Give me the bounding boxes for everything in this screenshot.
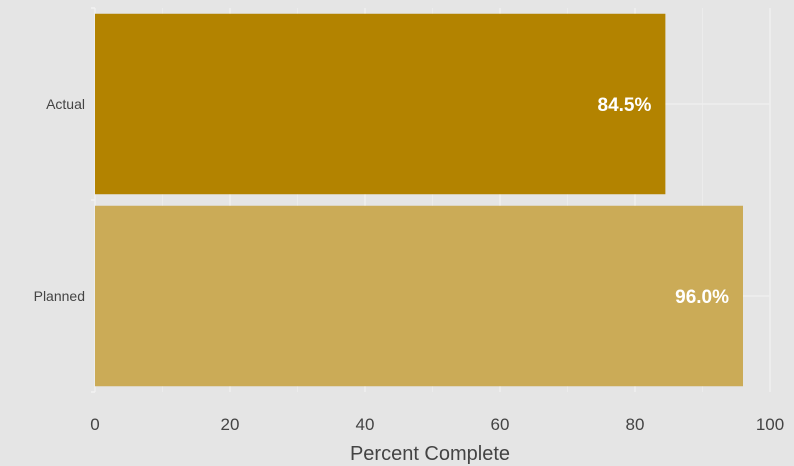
x-axis-title: Percent Complete <box>350 443 510 465</box>
data-label-planned: 96.0% <box>675 287 729 308</box>
data-label-actual: 84.5% <box>598 95 652 116</box>
x-tick-label: 80 <box>626 415 645 434</box>
bar-planned <box>95 205 743 387</box>
axes: Actual Planned 0 20 40 60 80 100 <box>34 7 784 434</box>
x-tick-label: 60 <box>491 415 510 434</box>
x-tick-label: 0 <box>90 415 99 434</box>
bar-actual <box>95 13 666 195</box>
bars: 84.5% 96.0% <box>95 13 743 387</box>
y-tick-label-actual: Actual <box>46 96 85 112</box>
y-tick-label-planned: Planned <box>34 288 85 304</box>
x-tick-label: 40 <box>356 415 375 434</box>
x-tick-label: 100 <box>756 415 784 434</box>
x-tick-label: 20 <box>221 415 240 434</box>
